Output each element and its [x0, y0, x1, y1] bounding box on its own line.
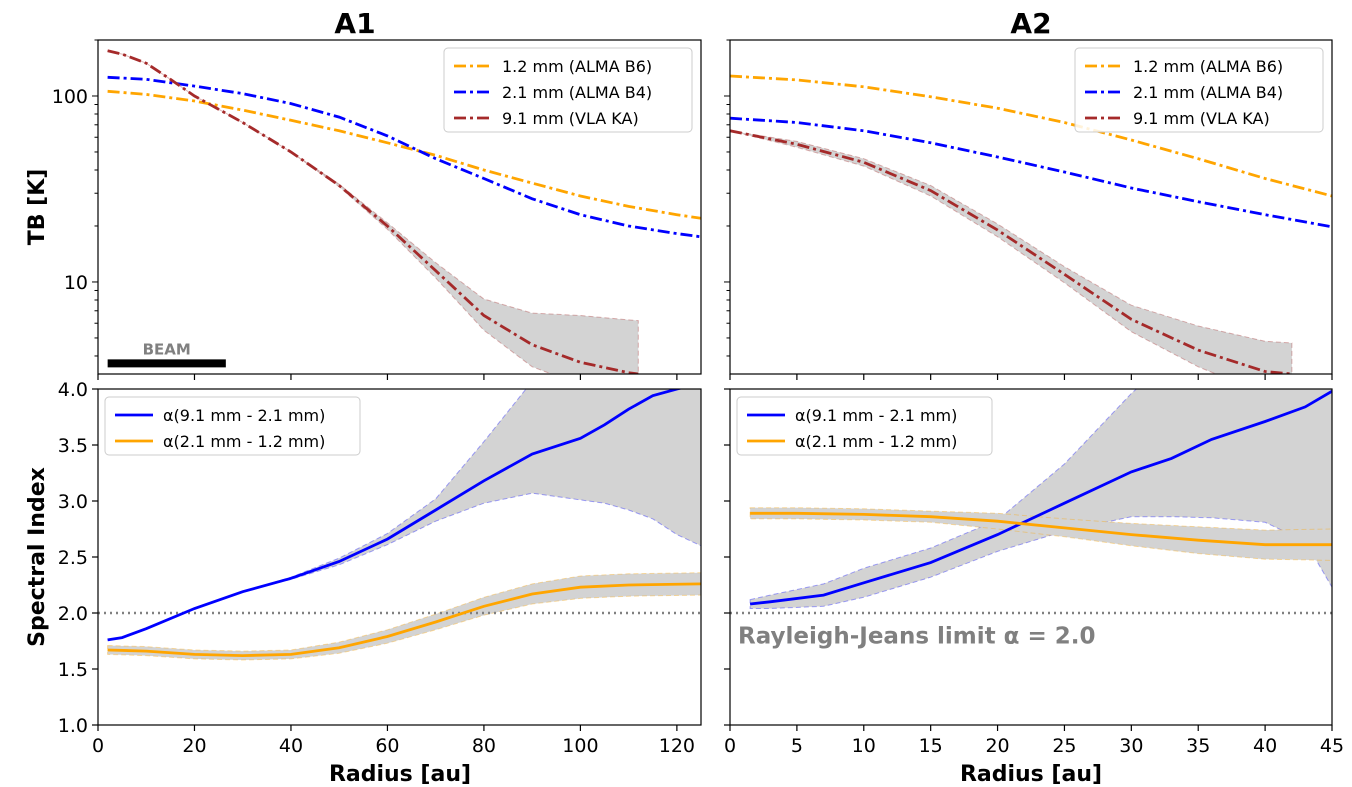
series-line-0 [749, 389, 1332, 606]
plot-data-top-left [107, 49, 701, 374]
legend-entry-label: 2.1 mm (ALMA B4) [502, 83, 652, 102]
x-tick-label: 20 [985, 735, 1009, 757]
series-line-2 [107, 49, 639, 374]
y-tick-label: 100 [52, 86, 88, 108]
y-tick-label: 2.0 [58, 603, 88, 625]
y-tick-label: 1.0 [58, 715, 88, 737]
series-line-2 [730, 129, 1293, 374]
series-line-1 [107, 75, 701, 239]
x-tick-label: 120 [659, 735, 695, 757]
x-tick-label: 20 [182, 735, 206, 757]
x-tick-label: 60 [375, 735, 399, 757]
panel-title-a1: A1 [334, 7, 375, 40]
axes-frame [729, 39, 1333, 375]
x-tick-label: 30 [1119, 735, 1143, 757]
plot-data-bottom-right [730, 389, 1332, 615]
y-axis-label-spectral-index: Spectral Index [25, 467, 50, 647]
y-tick-label: 1.5 [58, 659, 88, 681]
x-tick-label: 40 [1253, 735, 1277, 757]
x-axis-label-left: Radius [au] [329, 762, 471, 787]
x-tick-label: 0 [724, 735, 736, 757]
x-axis-label-right: Radius [au] [960, 762, 1102, 787]
y-tick-label: 3.5 [58, 435, 88, 457]
x-tick-label: 35 [1186, 735, 1210, 757]
panel-title-a2: A2 [1010, 7, 1051, 40]
rayleigh-jeans-annotation: Rayleigh-Jeans limit α = 2.0 [738, 623, 1095, 649]
x-tick-label: 45 [1320, 735, 1344, 757]
legend-entry-label: 1.2 mm (ALMA B6) [502, 57, 652, 76]
legend-box [104, 396, 361, 456]
legend-entry-label: α(2.1 mm - 1.2 mm) [163, 432, 325, 451]
plot-data-top-right [730, 74, 1332, 374]
legend-entry-label: α(9.1 mm - 2.1 mm) [163, 406, 325, 425]
axes-frame [97, 39, 702, 375]
y-axis-label-tb: TB [K] [25, 169, 50, 246]
y-tick-label: 10 [64, 272, 88, 294]
series-line-0 [107, 389, 684, 642]
series-line-1 [107, 582, 701, 658]
legend-entry-label: 9.1 mm (VLA KA) [1133, 109, 1270, 128]
legend-entry-label: 9.1 mm (VLA KA) [502, 109, 639, 128]
x-tick-label: 10 [852, 735, 876, 757]
x-tick-label: 0 [92, 735, 104, 757]
x-tick-label: 15 [919, 735, 943, 757]
legend-entry-label: α(9.1 mm - 2.1 mm) [795, 406, 957, 425]
x-tick-label: 40 [279, 735, 303, 757]
legend-box [736, 396, 993, 456]
uncertainty-band [749, 507, 1332, 561]
legend-entry-label: α(2.1 mm - 1.2 mm) [795, 432, 957, 451]
x-tick-label: 25 [1052, 735, 1076, 757]
x-tick-label: 5 [791, 735, 803, 757]
series-line-1 [750, 511, 1332, 547]
legend-box [443, 47, 693, 133]
x-tick-label: 80 [472, 735, 496, 757]
x-tick-label: 100 [562, 735, 598, 757]
y-tick-label: 4.0 [58, 379, 88, 401]
uncertainty-band [749, 389, 1332, 609]
uncertainty-band [107, 572, 701, 661]
series-line-0 [107, 89, 701, 220]
y-tick-label: 2.5 [58, 547, 88, 569]
uncertainty-band [730, 130, 1293, 374]
plot-data-bottom-left [98, 389, 701, 661]
legend-entry-label: 2.1 mm (ALMA B4) [1133, 83, 1283, 102]
legend-box [1074, 47, 1324, 133]
legend-entry-label: 1.2 mm (ALMA B6) [1133, 57, 1283, 76]
series-line-1 [730, 116, 1332, 229]
y-tick-label: 3.0 [58, 491, 88, 513]
series-line-0 [730, 74, 1332, 198]
uncertainty-band [107, 389, 701, 641]
beam-label: BEAM [143, 340, 191, 358]
